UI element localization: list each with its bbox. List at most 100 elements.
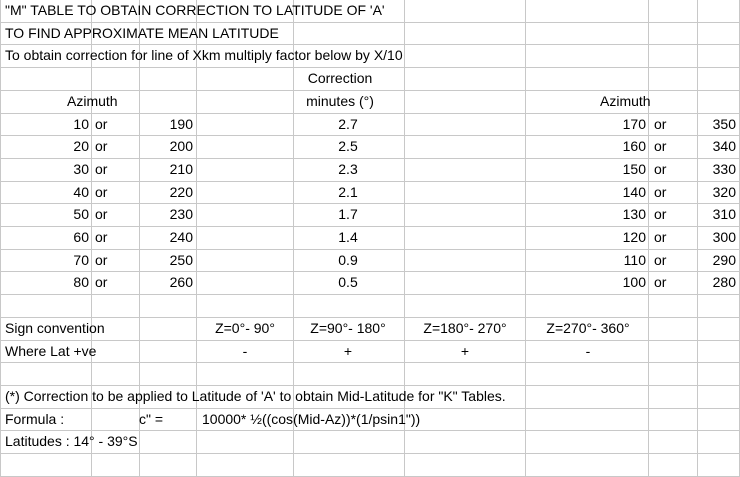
- column-line: [196, 0, 197, 477]
- or-cell: or: [654, 206, 667, 223]
- row-line: [0, 21, 740, 23]
- correction-cell: 2.1: [338, 183, 358, 200]
- or-cell: or: [654, 183, 667, 200]
- row-line: [0, 157, 740, 159]
- correction-cell: 2.7: [338, 115, 358, 132]
- note: 10000* ½((cos(Mid-Az))*(1/psin1")): [202, 410, 421, 427]
- column-line: [293, 0, 294, 477]
- azimuth-cell: 80: [73, 274, 89, 291]
- or-cell: or: [95, 206, 108, 223]
- azimuth-cell: 280: [712, 274, 736, 291]
- title-line: TO FIND APPROXIMATE MEAN LATITUDE: [5, 24, 279, 41]
- azimuth-cell: 140: [622, 183, 646, 200]
- azimuth-cell: 70: [73, 251, 89, 268]
- or-cell: or: [654, 115, 667, 132]
- azimuth-cell: 300: [712, 229, 736, 245]
- title-line: To obtain correction for line of Xkm mul…: [5, 47, 403, 64]
- azimuth-cell: 150: [622, 160, 646, 177]
- or-cell: or: [95, 229, 108, 245]
- column-line: [91, 0, 92, 477]
- row-line: [0, 430, 740, 432]
- azimuth-cell: 320: [712, 183, 736, 200]
- row-line: [0, 407, 740, 409]
- azimuth-cell: 110: [623, 251, 646, 268]
- column-line: [404, 0, 405, 477]
- row-line: [0, 294, 740, 296]
- azimuth-cell: 220: [169, 183, 193, 200]
- header-cell: Correction: [307, 70, 373, 87]
- azimuth-cell: 50: [73, 206, 89, 223]
- column-line: [139, 0, 140, 477]
- or-cell: or: [654, 251, 667, 268]
- azimuth-cell: 60: [73, 229, 89, 245]
- note: (*) Correction to be applied to Latitude…: [5, 387, 506, 404]
- row-line: [0, 384, 740, 386]
- or-cell: or: [95, 274, 108, 291]
- or-cell: or: [95, 115, 108, 132]
- or-cell: or: [654, 274, 667, 291]
- or-cell: or: [95, 138, 108, 155]
- azimuth-cell: 10: [73, 115, 89, 132]
- header-cell: Azimuth: [600, 92, 651, 109]
- header-cell: Azimuth: [67, 92, 118, 109]
- row-line: [0, 475, 740, 477]
- azimuth-cell: 100: [622, 274, 646, 291]
- or-cell: or: [654, 138, 667, 155]
- row-line: [0, 67, 740, 69]
- row-line: [0, 44, 740, 46]
- row-line: [0, 135, 740, 137]
- or-cell: or: [95, 160, 108, 177]
- azimuth-cell: 290: [712, 251, 736, 268]
- column-line: [648, 0, 649, 477]
- or-cell: or: [95, 183, 108, 200]
- correction-cell: 1.4: [338, 229, 358, 245]
- column-line: [697, 0, 698, 477]
- azimuth-cell: 240: [169, 229, 193, 245]
- azimuth-cell: 350: [712, 115, 736, 132]
- azimuth-cell: 340: [712, 138, 736, 155]
- azimuth-cell: 230: [169, 206, 193, 223]
- note: Latitudes : 14° - 39°S: [5, 433, 138, 450]
- column-line: [0, 0, 1, 477]
- azimuth-cell: 200: [169, 138, 193, 155]
- sign-label: Where Lat +ve: [5, 342, 97, 359]
- row-line: [0, 112, 740, 114]
- azimuth-cell: 40: [73, 183, 89, 200]
- azimuth-cell: 260: [169, 274, 193, 291]
- azimuth-cell: 20: [73, 138, 89, 155]
- row-line: [0, 248, 740, 250]
- column-line: [525, 0, 526, 477]
- note: c" =: [139, 410, 164, 427]
- header-cell: minutes (°): [306, 92, 374, 109]
- azimuth-cell: 170: [622, 115, 646, 132]
- zone-cell: Z=270°- 360°: [546, 319, 630, 336]
- sign-label: Sign convention: [5, 319, 105, 336]
- azimuth-cell: 120: [622, 229, 646, 245]
- title-line: "M" TABLE TO OBTAIN CORRECTION TO LATITU…: [5, 2, 385, 18]
- row-line: [0, 316, 740, 318]
- row-line: [0, 180, 740, 182]
- azimuth-cell: 210: [169, 160, 193, 177]
- azimuth-cell: 250: [169, 251, 193, 268]
- row-line: [0, 89, 740, 91]
- azimuth-cell: 310: [712, 206, 736, 223]
- row-line: [0, 271, 740, 273]
- azimuth-cell: 330: [712, 160, 736, 177]
- correction-cell: 2.5: [338, 138, 358, 155]
- sign-cell: +: [343, 342, 353, 359]
- azimuth-cell: 190: [169, 115, 193, 132]
- or-cell: or: [95, 251, 108, 268]
- zone-cell: Z=90°- 180°: [310, 319, 386, 336]
- correction-cell: 0.5: [338, 274, 358, 291]
- correction-cell: 1.7: [338, 206, 358, 223]
- note: Formula :: [5, 410, 65, 427]
- row-line: [0, 339, 740, 341]
- or-cell: or: [654, 229, 667, 245]
- azimuth-cell: 30: [73, 160, 89, 177]
- zone-cell: Z=180°- 270°: [423, 319, 507, 336]
- or-cell: or: [654, 160, 667, 177]
- row-line: [0, 226, 740, 227]
- row-line: [0, 362, 740, 364]
- row-line: [0, 203, 740, 205]
